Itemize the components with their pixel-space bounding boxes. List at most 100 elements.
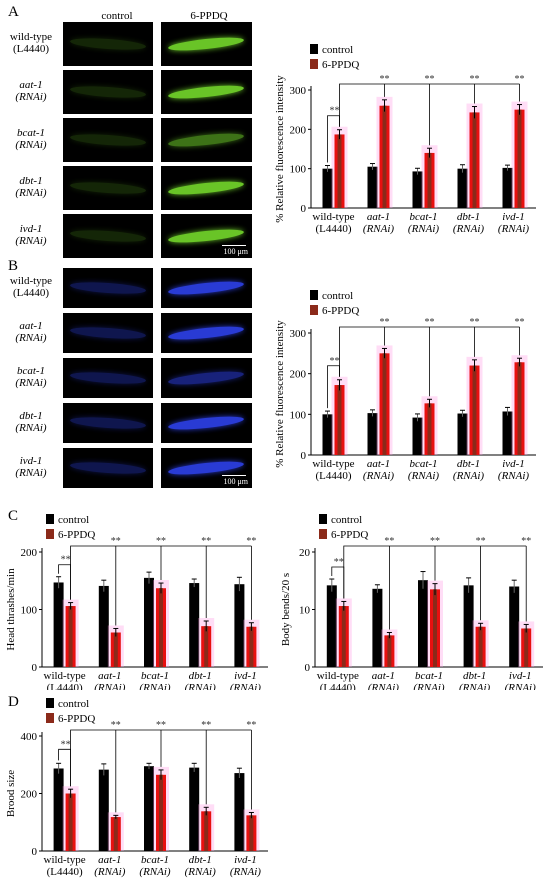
x-tick-label: dbt-1	[189, 670, 212, 682]
legend-swatch-6ppdq	[319, 529, 327, 539]
worm	[167, 279, 246, 297]
x-tick-sublabel: (RNAi)	[505, 682, 536, 690]
y-tick-label: 100	[290, 409, 307, 421]
legend-label-control: control	[322, 290, 353, 302]
legend-label-control: control	[58, 514, 89, 526]
x-tick-label: bcat-1	[415, 670, 443, 682]
panel-b-row-label-1: wild-type (L4440)	[0, 275, 62, 299]
bar-6ppdq-core	[341, 606, 346, 667]
legend-label-6ppdq: 6-PPDQ	[58, 713, 95, 725]
panel-b-6ppdq-image	[161, 268, 252, 308]
scale-bar-label: 100 μm	[223, 247, 248, 256]
panel-a-row-label-4: dbt-1 (RNAi)	[0, 175, 62, 199]
panel-a-6ppdq-image	[161, 22, 252, 66]
bar-6ppdq-core	[433, 589, 437, 667]
significance-marker: **	[515, 74, 525, 85]
panel-b-control-image	[63, 268, 153, 308]
worm	[167, 35, 246, 53]
worm	[167, 369, 246, 387]
bar-control	[144, 577, 154, 667]
panel-b-control-image	[63, 448, 153, 488]
x-tick-sublabel: (RNAi)	[185, 866, 216, 878]
x-tick-sublabel: (RNAi)	[368, 682, 399, 690]
worm	[69, 180, 147, 196]
bar-6ppdq-core	[68, 793, 73, 851]
x-tick-label: wild-type	[44, 854, 86, 866]
x-tick-label: bcat-1	[141, 670, 169, 682]
legend-swatch-6ppdq	[310, 305, 318, 315]
bar-control	[463, 585, 474, 667]
significance-marker: **	[111, 720, 121, 731]
bar-control	[189, 767, 200, 851]
x-tick-label: ivd-1	[509, 670, 532, 682]
panel-b-control-image	[63, 358, 153, 398]
x-tick-label: ivd-1	[234, 670, 257, 682]
bar-6ppdq-core	[517, 362, 522, 455]
x-tick-label: dbt-1	[189, 854, 212, 866]
panel-a-6ppdq-image	[161, 166, 252, 210]
x-tick-sublabel: (L4440)	[320, 682, 356, 690]
bar-control	[189, 583, 200, 667]
bar-control	[509, 586, 520, 667]
y-tick-label: 20	[299, 547, 311, 559]
significance-marker: **	[425, 317, 435, 328]
bar-control	[412, 171, 423, 208]
bar-control	[367, 413, 378, 455]
bar-control	[98, 585, 109, 667]
x-tick-sublabel: (RNAi)	[413, 682, 444, 690]
panel-b-6ppdq-image	[161, 403, 252, 443]
panel-b-row-gene: bcat-1	[16, 365, 46, 377]
x-tick-label: wild-type	[312, 458, 354, 470]
chart-a: % Relative fluorescence intensity 0 100 200…	[274, 44, 536, 235]
x-tick-label: aat-1	[367, 458, 390, 470]
x-tick-label: bcat-1	[409, 458, 437, 470]
legend-label-6ppdq: 6-PPDQ	[322, 59, 359, 71]
panel-a-row-sub: (RNAi)	[15, 235, 47, 247]
legend-swatch-6ppdq	[310, 59, 318, 69]
worm	[167, 324, 246, 342]
worm	[69, 280, 147, 296]
bar-6ppdq-core	[472, 365, 477, 455]
bar-control	[457, 413, 468, 455]
panel-a-row-label-1: wild-type (L4440)	[0, 31, 62, 55]
legend-swatch-control	[46, 698, 54, 708]
significance-marker: **	[476, 536, 486, 547]
panel-a-6ppdq-image: 100 μm	[161, 214, 252, 258]
bar-control	[234, 584, 245, 667]
significance-marker: **	[425, 74, 435, 85]
y-axis-label: Brood size	[5, 770, 17, 817]
bar-control	[98, 769, 109, 851]
bar-6ppdq-core	[204, 811, 209, 851]
x-tick-sublabel: (RNAi)	[459, 682, 490, 690]
bar-control	[322, 414, 333, 455]
bar-6ppdq-core	[517, 109, 522, 208]
panel-a-row-sub: (RNAi)	[15, 91, 47, 103]
chart-d: Brood size0200400wild-type(L4440)aat-1(R…	[5, 698, 268, 878]
y-tick-label: 300	[290, 85, 307, 97]
legend-label-control: control	[322, 44, 353, 56]
significance-marker: **	[380, 74, 390, 85]
bar-6ppdq-core	[159, 774, 163, 851]
significance-marker: **	[521, 536, 531, 547]
bar-6ppdq-core	[427, 403, 432, 455]
panel-letter-a: A	[8, 4, 19, 20]
significance-bracket	[339, 326, 520, 377]
bar-6ppdq-core	[382, 353, 387, 455]
legend-label-control: control	[58, 698, 89, 710]
x-tick-label: aat-1	[98, 854, 121, 866]
panel-a-row-label-2: aat-1 (RNAi)	[0, 79, 62, 103]
significance-marker: **	[201, 536, 211, 547]
worm	[69, 36, 147, 52]
worm	[167, 131, 246, 149]
x-tick-sublabel: (RNAi)	[498, 470, 529, 482]
legend-label-6ppdq: 6-PPDQ	[322, 305, 359, 317]
panel-b-row-gene: wild-type	[9, 275, 53, 287]
x-tick-sublabel: (RNAi)	[139, 866, 170, 878]
worm	[69, 415, 147, 431]
y-tick-label: 200	[21, 547, 38, 559]
image-column-title-control: control	[101, 10, 133, 22]
panel-a-row-gene: dbt-1	[19, 175, 43, 187]
panel-a-control-image	[63, 166, 153, 210]
significance-marker: **	[470, 317, 480, 328]
y-tick-label: 0	[32, 662, 38, 674]
